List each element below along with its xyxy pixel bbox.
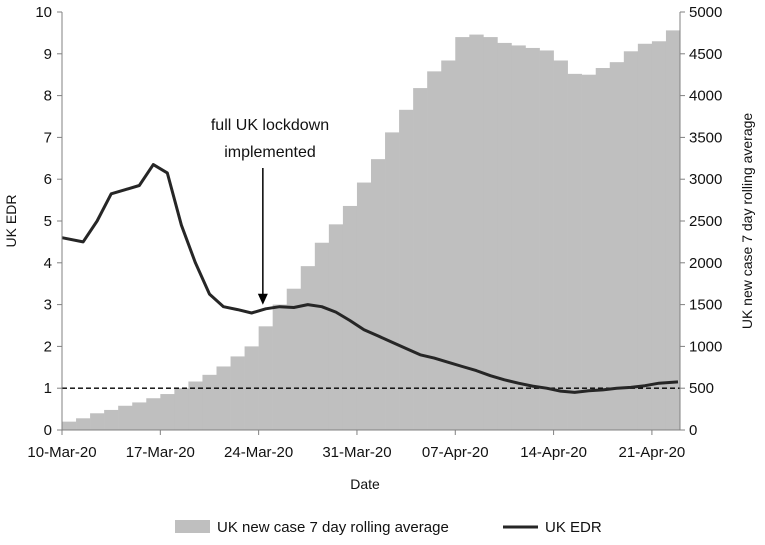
- left-tick-label: 6: [44, 171, 52, 188]
- bar-17-Apr-20: [595, 68, 611, 431]
- x-tick-label: 21-Apr-20: [619, 444, 686, 461]
- bar-25-Mar-20: [272, 304, 288, 430]
- x-tick-label: 17-Mar-20: [126, 444, 195, 461]
- left-axis-ticks: 0 1 2 3 4 5 6 7 8 9 10: [35, 4, 62, 439]
- bar-26-Mar-20: [286, 288, 302, 430]
- right-axis-ticks: 0 500 1000 1500 2000 2500 3000 3500 4000 4500 5000: [680, 4, 722, 439]
- bar-09-Apr-20: [483, 37, 498, 430]
- legend-label-bar: UK new case 7 day rolling average: [217, 519, 449, 536]
- bar-23-Mar-20: [244, 346, 259, 430]
- bar-15-Mar-20: [132, 402, 147, 430]
- bar-17-Mar-20: [160, 394, 175, 430]
- bar-series: [62, 30, 681, 431]
- bar-07-Apr-20: [455, 37, 470, 430]
- bar-19-Apr-20: [623, 51, 639, 431]
- right-tick-label: 2000: [689, 255, 722, 272]
- y-axis-left-title: UK EDR: [3, 195, 19, 248]
- right-tick-label: 2500: [689, 213, 722, 230]
- bar-13-Apr-20: [539, 50, 554, 431]
- bar-05-Apr-20: [427, 71, 442, 430]
- bar-21-Apr-20: [651, 41, 667, 430]
- bar-14-Apr-20: [553, 60, 568, 430]
- bar-15-Apr-20: [567, 73, 582, 430]
- bar-12-Apr-20: [525, 47, 540, 430]
- left-tick-label: 1: [44, 380, 52, 397]
- bar-27-Mar-20: [300, 266, 316, 430]
- left-tick-label: 3: [44, 297, 52, 314]
- right-tick-label: 500: [689, 380, 714, 397]
- annotation-line-2: implemented: [224, 144, 316, 161]
- annotation-arrowhead: [257, 293, 268, 305]
- bar-13-Mar-20: [104, 409, 119, 430]
- legend: UK new case 7 day rolling average UK EDR: [175, 519, 602, 536]
- bar-20-Mar-20: [202, 374, 217, 430]
- right-tick-label: 3000: [689, 171, 722, 188]
- right-tick-label: 4500: [689, 46, 722, 63]
- right-tick-label: 1000: [689, 338, 722, 355]
- left-tick-label: 10: [35, 4, 52, 21]
- bar-01-Apr-20: [371, 159, 386, 431]
- left-tick-label: 5: [44, 213, 52, 230]
- bar-21-Mar-20: [216, 366, 231, 430]
- bar-28-Mar-20: [314, 242, 330, 430]
- bar-08-Apr-20: [469, 34, 484, 431]
- bar-03-Apr-20: [399, 109, 414, 430]
- right-tick-label: 0: [689, 422, 697, 439]
- x-tick-label: 24-Mar-20: [224, 444, 293, 461]
- bar-18-Apr-20: [609, 62, 625, 430]
- bar-16-Apr-20: [581, 74, 597, 430]
- left-tick-label: 8: [44, 88, 52, 105]
- bar-10-Mar-20: [62, 421, 77, 430]
- bar-10-Apr-20: [497, 42, 512, 430]
- x-axis-title: Date: [350, 476, 380, 492]
- right-tick-label: 3500: [689, 129, 722, 146]
- x-axis-ticks: 10-Mar-20 17-Mar-20 24-Mar-20 31-Mar-20 07-A…: [27, 430, 685, 461]
- y-axis-right-title: UK new case 7 day rolling average: [739, 113, 755, 330]
- x-tick-label: 07-Apr-20: [422, 444, 489, 461]
- bar-18-Mar-20: [174, 388, 189, 430]
- left-tick-label: 7: [44, 129, 52, 146]
- bar-12-Mar-20: [90, 413, 105, 430]
- right-tick-label: 4000: [689, 88, 722, 105]
- bar-24-Mar-20: [258, 326, 273, 430]
- right-tick-label: 1500: [689, 297, 722, 314]
- x-tick-label: 31-Mar-20: [322, 444, 391, 461]
- bar-02-Apr-20: [385, 132, 400, 430]
- bar-04-Apr-20: [413, 88, 428, 431]
- left-tick-label: 0: [44, 422, 52, 439]
- bar-31-Mar-20: [356, 182, 372, 430]
- bar-19-Mar-20: [188, 381, 203, 430]
- bar-16-Mar-20: [146, 398, 161, 430]
- right-tick-label: 5000: [689, 4, 722, 21]
- bar-06-Apr-20: [441, 60, 456, 430]
- left-tick-label: 2: [44, 338, 52, 355]
- lockdown-annotation: full UK lockdown implemented: [182, 107, 358, 305]
- bar-20-Apr-20: [637, 43, 653, 430]
- annotation-box: [182, 107, 358, 166]
- bar-30-Mar-20: [342, 205, 358, 430]
- x-tick-label: 14-Apr-20: [520, 444, 587, 461]
- edr-line: [61, 163, 679, 394]
- annotation-line-1: full UK lockdown: [211, 117, 329, 134]
- x-tick-label: 10-Mar-20: [27, 444, 96, 461]
- bar-14-Mar-20: [118, 405, 133, 430]
- left-tick-label: 4: [44, 255, 52, 272]
- bar-11-Mar-20: [76, 418, 91, 430]
- bar-11-Apr-20: [511, 45, 526, 430]
- bar-22-Apr-20: [665, 30, 681, 431]
- bar-22-Mar-20: [230, 356, 245, 430]
- left-tick-label: 9: [44, 46, 52, 63]
- bar-29-Mar-20: [328, 224, 344, 430]
- legend-swatch-bar: [175, 520, 210, 533]
- legend-label-line: UK EDR: [545, 519, 602, 536]
